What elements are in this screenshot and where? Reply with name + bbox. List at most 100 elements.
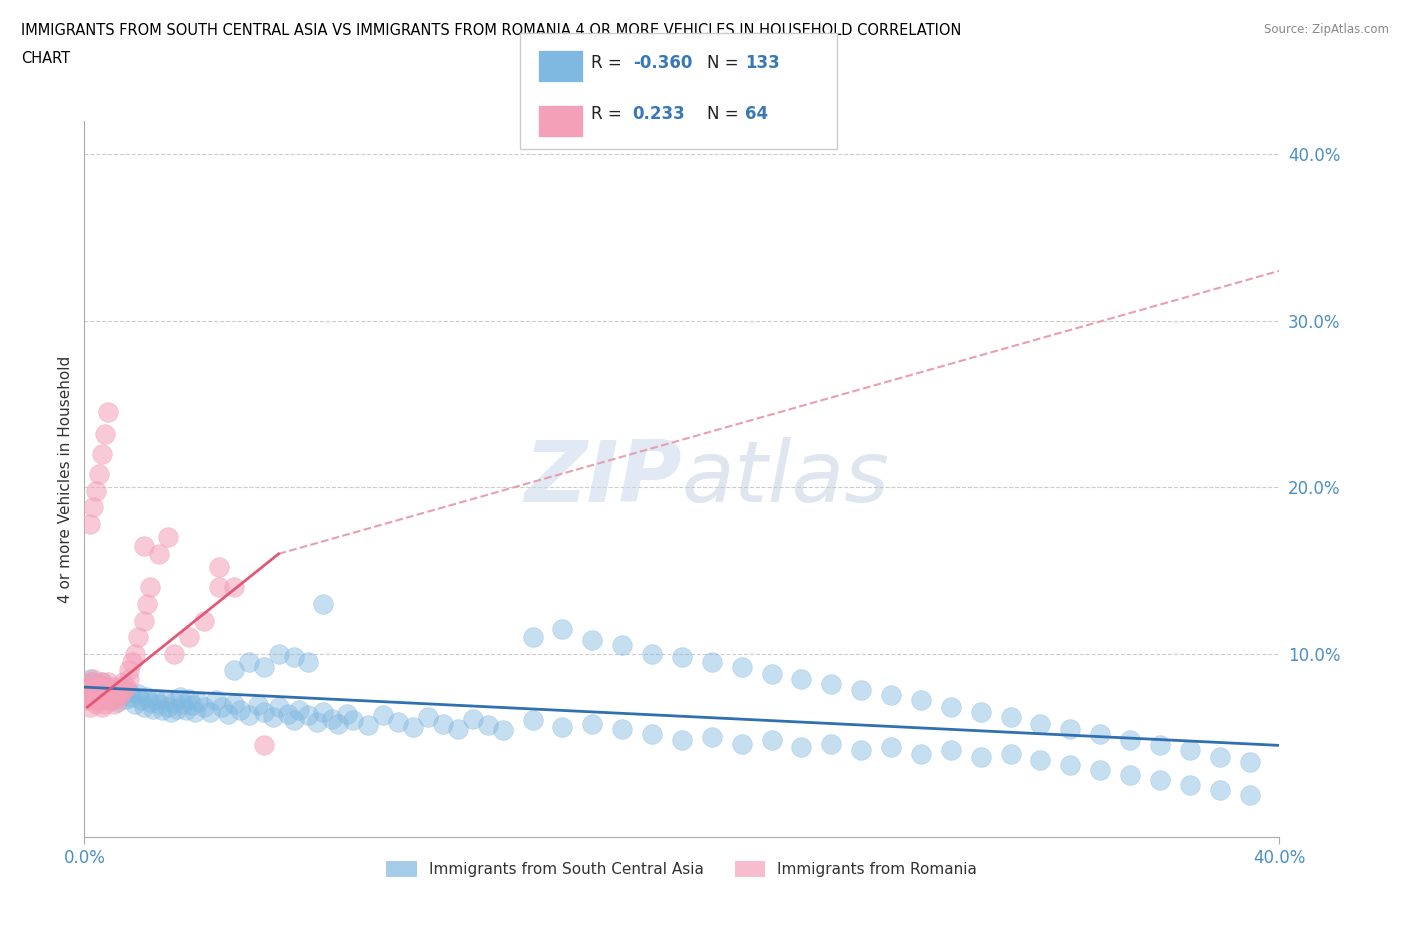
Immigrants from South Central Asia	[612, 638, 634, 653]
Immigrants from Romania	[103, 680, 125, 695]
Immigrants from Romania	[112, 674, 135, 689]
Immigrants from South Central Asia	[939, 699, 962, 714]
Immigrants from Romania	[79, 688, 101, 703]
Immigrants from Romania	[82, 680, 104, 695]
Immigrants from Romania	[208, 579, 231, 594]
Immigrants from Romania	[157, 530, 180, 545]
Legend: Immigrants from South Central Asia, Immigrants from Romania: Immigrants from South Central Asia, Immi…	[381, 855, 983, 884]
Immigrants from South Central Asia	[253, 659, 276, 674]
Immigrants from South Central Asia	[1209, 750, 1232, 764]
Immigrants from South Central Asia	[163, 695, 186, 710]
Immigrants from South Central Asia	[153, 693, 176, 708]
Text: -0.360: -0.360	[633, 54, 692, 73]
Immigrants from South Central Asia	[127, 686, 149, 701]
Immigrants from South Central Asia	[522, 630, 544, 644]
Immigrants from South Central Asia	[198, 705, 221, 720]
Immigrants from Romania	[163, 646, 186, 661]
Immigrants from South Central Asia	[700, 730, 723, 745]
Immigrants from South Central Asia	[880, 688, 903, 703]
Immigrants from South Central Asia	[910, 746, 932, 761]
Immigrants from Romania	[208, 560, 231, 575]
Text: N =: N =	[707, 54, 738, 73]
Immigrants from South Central Asia	[157, 699, 180, 714]
Immigrants from South Central Asia	[1119, 733, 1142, 748]
Immigrants from South Central Asia	[880, 739, 903, 754]
Immigrants from South Central Asia	[312, 596, 335, 611]
Immigrants from Romania	[86, 688, 108, 703]
Text: CHART: CHART	[21, 51, 70, 66]
Text: 133: 133	[745, 54, 780, 73]
Immigrants from South Central Asia	[1059, 758, 1081, 773]
Immigrants from South Central Asia	[86, 688, 108, 703]
Immigrants from South Central Asia	[790, 671, 813, 686]
Immigrants from South Central Asia	[939, 743, 962, 758]
Immigrants from South Central Asia	[851, 743, 873, 758]
Immigrants from South Central Asia	[160, 705, 183, 720]
Immigrants from South Central Asia	[238, 655, 260, 670]
Immigrants from South Central Asia	[288, 703, 311, 718]
Immigrants from South Central Asia	[1209, 783, 1232, 798]
Immigrants from South Central Asia	[477, 718, 499, 733]
Immigrants from South Central Asia	[416, 710, 439, 724]
Immigrants from South Central Asia	[267, 646, 290, 661]
Immigrants from South Central Asia	[86, 680, 108, 695]
Immigrants from South Central Asia	[1029, 716, 1052, 731]
Immigrants from Romania	[97, 683, 120, 698]
Immigrants from South Central Asia	[283, 713, 305, 728]
Immigrants from Romania	[91, 674, 114, 689]
Immigrants from South Central Asia	[79, 671, 101, 686]
Immigrants from South Central Asia	[522, 713, 544, 728]
Immigrants from South Central Asia	[112, 682, 135, 697]
Immigrants from South Central Asia	[238, 708, 260, 723]
Immigrants from Romania	[118, 663, 141, 678]
Immigrants from South Central Asia	[1149, 738, 1171, 753]
Immigrants from South Central Asia	[228, 703, 252, 718]
Immigrants from South Central Asia	[492, 723, 515, 737]
Immigrants from South Central Asia	[761, 733, 783, 748]
Immigrants from South Central Asia	[184, 705, 207, 720]
Immigrants from South Central Asia	[820, 676, 842, 691]
Immigrants from Romania	[148, 547, 170, 562]
Immigrants from Romania	[94, 427, 117, 442]
Immigrants from South Central Asia	[89, 676, 111, 691]
Immigrants from Romania	[127, 630, 149, 644]
Text: Source: ZipAtlas.com: Source: ZipAtlas.com	[1264, 23, 1389, 36]
Immigrants from South Central Asia	[177, 691, 200, 706]
Immigrants from Romania	[103, 688, 125, 703]
Immigrants from South Central Asia	[1119, 768, 1142, 783]
Immigrants from Romania	[79, 699, 101, 714]
Immigrants from South Central Asia	[731, 659, 754, 674]
Immigrants from Romania	[82, 686, 104, 701]
Immigrants from Romania	[76, 688, 98, 703]
Text: 64: 64	[745, 105, 768, 124]
Immigrants from Romania	[76, 693, 98, 708]
Immigrants from South Central Asia	[1239, 754, 1261, 769]
Immigrants from South Central Asia	[97, 686, 120, 701]
Immigrants from South Central Asia	[731, 737, 754, 751]
Immigrants from Romania	[121, 655, 143, 670]
Immigrants from Romania	[100, 693, 122, 708]
Immigrants from South Central Asia	[211, 699, 233, 714]
Immigrants from South Central Asia	[970, 705, 993, 720]
Immigrants from South Central Asia	[246, 698, 269, 713]
Immigrants from South Central Asia	[262, 710, 284, 724]
Immigrants from South Central Asia	[187, 695, 209, 710]
Text: 0.233: 0.233	[633, 105, 686, 124]
Immigrants from Romania	[86, 680, 108, 695]
Immigrants from South Central Asia	[129, 693, 152, 708]
Immigrants from South Central Asia	[253, 705, 276, 720]
Immigrants from Romania	[89, 693, 111, 708]
Immigrants from South Central Asia	[110, 688, 132, 703]
Immigrants from South Central Asia	[115, 691, 138, 706]
Immigrants from South Central Asia	[1029, 753, 1052, 768]
Immigrants from South Central Asia	[641, 646, 664, 661]
Immigrants from Romania	[94, 697, 117, 711]
Immigrants from South Central Asia	[193, 699, 215, 714]
Immigrants from Romania	[132, 538, 156, 553]
Immigrants from South Central Asia	[89, 686, 111, 701]
Immigrants from South Central Asia	[373, 708, 395, 723]
Immigrants from Romania	[193, 613, 215, 628]
Immigrants from South Central Asia	[551, 621, 574, 636]
Immigrants from Romania	[97, 691, 120, 706]
Immigrants from South Central Asia	[1090, 763, 1112, 777]
